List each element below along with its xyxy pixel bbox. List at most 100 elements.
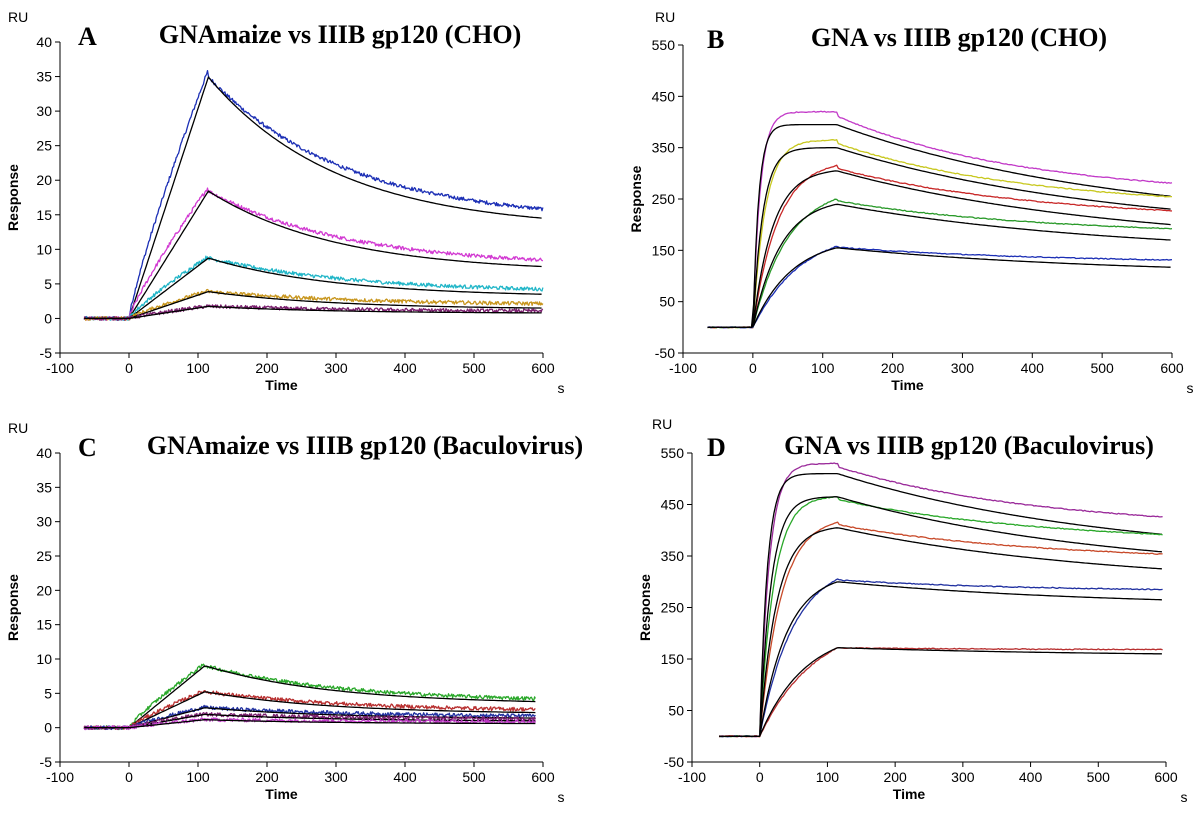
x-tick-label: 400 [393,360,417,376]
fit-curve-2 [84,190,542,320]
y-tick-label: 5 [44,276,52,292]
measured-curve-1 [83,69,544,321]
y-unit-label: RU [655,9,675,25]
chart-title: GNAmaize vs IIIB gp120 (CHO) [159,20,522,49]
fit-curve-5 [84,305,542,320]
y-tick-label: 10 [36,241,52,257]
y-unit-label: RU [652,416,672,432]
y-tick-label: 25 [36,548,52,564]
y-tick-label: 20 [36,172,52,188]
y-tick-label: 0 [44,720,52,736]
x-tick-label: -100 [678,769,706,785]
y-tick-label: 50 [668,703,684,719]
x-tick-label: 500 [462,360,486,376]
panel-b: -100 0 100 200 300 400 500 600 -50 50 150 250 350 450… [628,9,1193,396]
y-tick-label: -50 [664,754,684,770]
x-tick-label: 0 [749,360,757,376]
panel-d: -100 0 100 200 300 400 500 600 -50 50 150 250 350 450… [637,416,1188,805]
x-tick-label: 600 [1154,769,1178,785]
fit-curve-3 [719,527,1162,737]
x-axis-title: Time [265,786,298,802]
fit-curve-5 [719,647,1162,737]
x-tick-label: 400 [1019,769,1043,785]
x-tick-label: -100 [46,360,74,376]
panel-letter: B [707,25,724,54]
chart-title: GNAmaize vs IIIB gp120 (Baculovirus) [147,431,583,460]
fit-curve-1 [84,76,542,320]
y-axis-title: Response [5,574,21,641]
x-axis-title: Time [893,786,926,802]
fit-curve-3 [84,257,542,320]
y-tick-label: 250 [661,600,685,616]
measured-curve-3 [83,255,544,321]
x-tick-label: -100 [669,360,697,376]
y-tick-label: 35 [36,69,52,85]
x-tick-label: 100 [816,769,840,785]
y-tick-label: -5 [40,345,53,361]
x-tick-label: 200 [255,360,279,376]
x-tick-label: 100 [186,360,210,376]
fit-curve-1 [707,123,1171,328]
panel-c: -100 0 100 200 300 400 500 600 -5 0 5 10 15 20 25 30 35 4… [5,420,583,805]
x-tick-label: -100 [46,769,74,785]
measured-curve-1 [707,110,1173,329]
y-tick-label: 30 [36,103,52,119]
measured-curve-4 [707,198,1173,329]
x-tick-label: 500 [1090,360,1114,376]
measured-curve-2 [719,496,1163,738]
panel-a: -100 0 100 200 300 400 500 600 -5 0 5 10 15 20 25 30 35 4… [5,9,565,396]
measured-curve-2 [83,690,536,731]
panel-letter: D [707,433,726,462]
x-tick-label: 300 [951,769,975,785]
x-tick-label: 400 [1021,360,1045,376]
y-tick-label: 15 [36,207,52,223]
x-unit-label: s [558,380,565,396]
measured-curve-3 [83,704,536,731]
y-tick-label: 15 [36,617,52,633]
y-tick-label: 150 [652,242,676,258]
x-axis-title: Time [891,377,924,393]
measured-curve-5 [707,245,1173,329]
y-axis-title: Response [628,165,644,232]
y-tick-label: 250 [652,191,676,207]
measured-curve-4 [83,288,544,321]
measured-curve-1 [719,462,1163,738]
fit-curve-4 [84,290,542,320]
y-tick-label: 450 [661,497,685,513]
y-tick-label: 0 [44,310,52,326]
x-tick-label: 200 [255,769,279,785]
x-tick-label: 600 [1160,360,1184,376]
y-tick-label: 40 [36,34,52,50]
y-tick-label: 50 [659,294,675,310]
measured-curve-3 [718,521,1163,738]
fit-curve-1 [719,472,1162,737]
x-axis-title: Time [265,377,298,393]
measured-curve-4 [83,711,537,731]
x-unit-label: s [1187,380,1193,396]
measured-curve-2 [707,139,1172,329]
y-tick-label: 150 [661,651,685,667]
measured-curve-4 [719,578,1163,738]
x-tick-label: 100 [186,769,210,785]
y-tick-label: 20 [36,582,52,598]
y-tick-label: -50 [655,345,675,361]
y-tick-label: 35 [36,479,52,495]
fit-curve-4 [707,203,1171,328]
panel-letter: C [78,433,97,462]
fit-curve-1 [84,665,536,729]
y-tick-label: 25 [36,138,52,154]
chart-title: GNA vs IIIB gp120 (CHO) [811,23,1107,52]
x-unit-label: s [1181,789,1188,805]
y-tick-label: -5 [40,754,53,770]
y-tick-label: 350 [661,548,685,564]
x-tick-label: 500 [1087,769,1111,785]
y-unit-label: RU [8,9,28,25]
y-unit-label: RU [8,420,28,436]
x-tick-label: 200 [881,360,905,376]
x-tick-label: 300 [324,769,348,785]
y-tick-label: 550 [652,37,676,53]
fit-curve-5 [707,247,1171,328]
y-tick-label: 450 [652,88,676,104]
x-tick-label: 400 [393,769,417,785]
y-axis-title: Response [637,574,653,641]
